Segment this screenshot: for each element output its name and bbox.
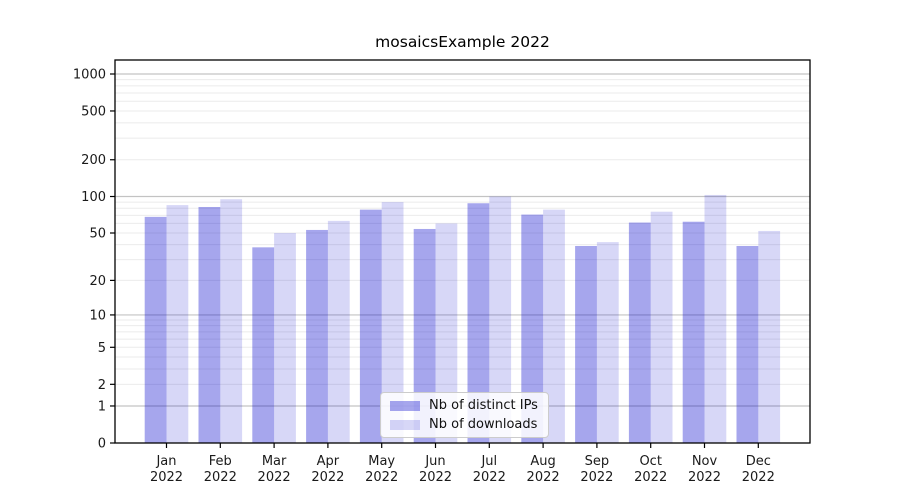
bar-downloads <box>220 199 243 443</box>
plot-border <box>114 59 811 444</box>
x-tick-label-year: 2022 <box>311 470 344 485</box>
x-tick-label-year: 2022 <box>258 470 291 485</box>
bar-distinct-ips <box>628 222 651 443</box>
x-tick-label-month: Dec <box>746 454 771 469</box>
y-tick-label: 500 <box>81 104 106 119</box>
y-tick-label: 1 <box>98 399 106 414</box>
x-tick-label-month: Mar <box>262 454 287 469</box>
x-tick-label-year: 2022 <box>688 470 721 485</box>
legend-item-downloads: Nb of downloads <box>390 417 538 432</box>
x-tick-label-month: Feb <box>209 454 232 469</box>
x-tick-label-month: Aug <box>530 454 555 469</box>
bar-distinct-ips <box>682 221 705 443</box>
legend-item-distinct-ips: Nb of distinct IPs <box>390 398 538 413</box>
x-tick-label-month: Jul <box>480 454 497 469</box>
y-tick-label: 0 <box>98 437 106 452</box>
y-tick-label: 20 <box>89 274 106 289</box>
x-tick-label-year: 2022 <box>742 470 775 485</box>
y-tick-label: 2 <box>98 378 106 393</box>
bar-distinct-ips <box>413 228 436 443</box>
y-tick-label: 50 <box>89 226 106 241</box>
x-tick-label-month: Apr <box>317 454 340 469</box>
bar-downloads <box>596 242 619 443</box>
bar-distinct-ips <box>521 214 544 443</box>
x-tick-label-year: 2022 <box>419 470 452 485</box>
bar-distinct-ips <box>252 247 275 443</box>
legend-swatch-distinct-ips <box>390 400 420 411</box>
x-tick-label-year: 2022 <box>150 470 183 485</box>
bar-distinct-ips <box>359 209 382 443</box>
x-tick-label-year: 2022 <box>580 470 613 485</box>
chart-title: mosaicsExample 2022 <box>375 33 550 51</box>
legend-label-downloads: Nb of downloads <box>429 417 538 432</box>
bar-downloads <box>327 220 350 443</box>
bar-downloads <box>166 205 189 443</box>
x-tick-label-year: 2022 <box>204 470 237 485</box>
x-tick-label-month: Nov <box>692 454 718 469</box>
bar-downloads <box>435 223 458 443</box>
bar-distinct-ips <box>575 245 597 443</box>
bar-downloads <box>758 230 781 443</box>
legend-label-distinct-ips: Nb of distinct IPs <box>429 398 538 413</box>
bar-downloads <box>543 209 565 443</box>
bar-distinct-ips <box>198 206 221 443</box>
bar-downloads <box>274 232 296 443</box>
y-tick-label: 5 <box>98 341 106 356</box>
y-tick-label: 200 <box>81 153 106 168</box>
bar-distinct-ips <box>736 245 759 443</box>
legend-swatch-downloads <box>390 419 420 430</box>
x-tick-label-year: 2022 <box>365 470 398 485</box>
y-tick-label: 100 <box>81 190 106 205</box>
x-tick-label-year: 2022 <box>634 470 667 485</box>
bar-downloads <box>381 202 404 443</box>
bar-downloads <box>704 194 727 443</box>
x-tick-label-year: 2022 <box>527 470 560 485</box>
bar-distinct-ips <box>467 203 490 443</box>
bar-downloads <box>650 211 673 443</box>
bar-distinct-ips <box>144 216 167 443</box>
bar-distinct-ips <box>306 229 328 443</box>
y-tick-label: 1000 <box>73 68 106 83</box>
x-tick-label-month: Sep <box>585 454 610 469</box>
legend: Nb of distinct IPs Nb of downloads <box>380 392 549 438</box>
x-tick-label-year: 2022 <box>473 470 506 485</box>
x-tick-label-month: May <box>368 454 395 469</box>
bar-downloads <box>489 196 512 443</box>
x-tick-label-month: Jun <box>424 454 445 469</box>
x-tick-label-month: Jan <box>155 454 176 469</box>
x-tick-label-month: Oct <box>639 454 661 469</box>
y-tick-label: 10 <box>89 308 106 323</box>
